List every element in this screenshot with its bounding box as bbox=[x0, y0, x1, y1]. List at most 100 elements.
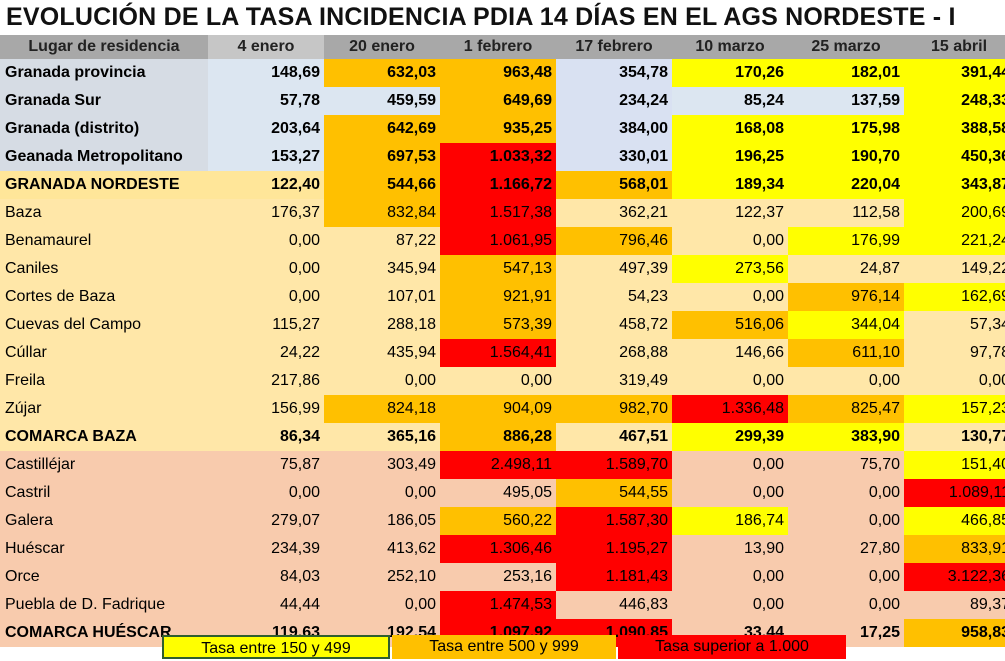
incidence-table: Lugar de residencia 4 enero 20 enero 1 febr… bbox=[0, 35, 1005, 647]
header-date: 4 enero bbox=[208, 35, 324, 59]
place-name: COMARCA HUÉSCAR bbox=[0, 619, 208, 647]
rate-cell: 568,01 bbox=[556, 171, 672, 199]
place-name: Geanada Metropolitano bbox=[0, 143, 208, 171]
rate-cell: 130,77 bbox=[904, 423, 1005, 451]
rate-cell: 27,80 bbox=[788, 535, 904, 563]
rate-cell: 137,59 bbox=[788, 87, 904, 115]
rate-cell: 1.336,48 bbox=[672, 395, 788, 423]
rate-cell: 0,00 bbox=[904, 367, 1005, 395]
rate-cell: 573,39 bbox=[440, 311, 556, 339]
rate-cell: 544,66 bbox=[324, 171, 440, 199]
place-name: Zújar bbox=[0, 395, 208, 423]
legend-item: Tasa superior a 1.000 bbox=[618, 635, 846, 659]
rate-cell: 248,33 bbox=[904, 87, 1005, 115]
rate-cell: 122,37 bbox=[672, 199, 788, 227]
table-row: Castril 0,00 0,00 495,05 544,55 0,00 0,00 1.089… bbox=[0, 479, 1005, 507]
rate-cell: 413,62 bbox=[324, 535, 440, 563]
rate-cell: 176,99 bbox=[788, 227, 904, 255]
rate-cell: 459,59 bbox=[324, 87, 440, 115]
rate-cell: 0,00 bbox=[672, 563, 788, 591]
rate-cell: 0,00 bbox=[672, 283, 788, 311]
rate-cell: 796,46 bbox=[556, 227, 672, 255]
rate-cell: 1.517,38 bbox=[440, 199, 556, 227]
rate-cell: 825,47 bbox=[788, 395, 904, 423]
rate-cell: 0,00 bbox=[788, 367, 904, 395]
rate-cell: 544,55 bbox=[556, 479, 672, 507]
rate-cell: 170,26 bbox=[672, 59, 788, 87]
rate-cell: 904,09 bbox=[440, 395, 556, 423]
rate-cell: 446,83 bbox=[556, 591, 672, 619]
rate-cell: 450,36 bbox=[904, 143, 1005, 171]
place-name: Puebla de D. Fadrique bbox=[0, 591, 208, 619]
rate-cell: 1.061,95 bbox=[440, 227, 556, 255]
rate-cell: 279,07 bbox=[208, 507, 324, 535]
rate-cell: 935,25 bbox=[440, 115, 556, 143]
rate-cell: 1.181,43 bbox=[556, 563, 672, 591]
rate-cell: 0,00 bbox=[208, 479, 324, 507]
rate-cell: 200,69 bbox=[904, 199, 1005, 227]
rate-cell: 345,94 bbox=[324, 255, 440, 283]
rate-cell: 1.089,11 bbox=[904, 479, 1005, 507]
rate-cell: 886,28 bbox=[440, 423, 556, 451]
table-row: COMARCA BAZA 86,34 365,16 886,28 467,51 299,3… bbox=[0, 423, 1005, 451]
legend: Tasa entre 150 y 499 Tasa entre 500 y 999… bbox=[0, 634, 1005, 661]
rate-cell: 642,69 bbox=[324, 115, 440, 143]
rate-cell: 189,34 bbox=[672, 171, 788, 199]
legend-item: Tasa entre 500 y 999 bbox=[392, 635, 616, 659]
rate-cell: 0,00 bbox=[788, 479, 904, 507]
rate-cell: 87,22 bbox=[324, 227, 440, 255]
rate-cell: 86,34 bbox=[208, 423, 324, 451]
rate-cell: 157,23 bbox=[904, 395, 1005, 423]
table-row: Baza 176,37 832,84 1.517,38 362,21 122,37 112,… bbox=[0, 199, 1005, 227]
rate-cell: 1.564,41 bbox=[440, 339, 556, 367]
header-date: 15 abril bbox=[904, 35, 1005, 59]
table-row: Huéscar 234,39 413,62 1.306,46 1.195,27 13,90… bbox=[0, 535, 1005, 563]
place-name: Freila bbox=[0, 367, 208, 395]
table-row: Geanada Metropolitano 153,27 697,53 1.033,3… bbox=[0, 143, 1005, 171]
rate-cell: 343,87 bbox=[904, 171, 1005, 199]
rate-cell: 220,04 bbox=[788, 171, 904, 199]
rate-cell: 122,40 bbox=[208, 171, 324, 199]
place-name: Castilléjar bbox=[0, 451, 208, 479]
place-name: Castril bbox=[0, 479, 208, 507]
rate-cell: 632,03 bbox=[324, 59, 440, 87]
rate-cell: 365,16 bbox=[324, 423, 440, 451]
place-name: GRANADA NORDESTE bbox=[0, 171, 208, 199]
rate-cell: 697,53 bbox=[324, 143, 440, 171]
place-name: Huéscar bbox=[0, 535, 208, 563]
place-name: Cúllar bbox=[0, 339, 208, 367]
rate-cell: 268,88 bbox=[556, 339, 672, 367]
rate-cell: 0,00 bbox=[672, 591, 788, 619]
rate-cell: 1.306,46 bbox=[440, 535, 556, 563]
rate-cell: 252,10 bbox=[324, 563, 440, 591]
place-name: Benamaurel bbox=[0, 227, 208, 255]
rate-cell: 2.498,11 bbox=[440, 451, 556, 479]
rate-cell: 466,85 bbox=[904, 507, 1005, 535]
rate-cell: 435,94 bbox=[324, 339, 440, 367]
rate-cell: 176,37 bbox=[208, 199, 324, 227]
rate-cell: 497,39 bbox=[556, 255, 672, 283]
rate-cell: 299,39 bbox=[672, 423, 788, 451]
rate-cell: 288,18 bbox=[324, 311, 440, 339]
rate-cell: 1.195,27 bbox=[556, 535, 672, 563]
rate-cell: 0,00 bbox=[324, 479, 440, 507]
rate-cell: 0,00 bbox=[440, 367, 556, 395]
rate-cell: 0,00 bbox=[672, 227, 788, 255]
rate-cell: 0,00 bbox=[208, 283, 324, 311]
rate-cell: 1.033,32 bbox=[440, 143, 556, 171]
rate-cell: 75,87 bbox=[208, 451, 324, 479]
table-row: Orce 84,03 252,10 253,16 1.181,43 0,00 0,00 3.1… bbox=[0, 563, 1005, 591]
place-name: Granada Sur bbox=[0, 87, 208, 115]
rate-cell: 153,27 bbox=[208, 143, 324, 171]
rate-cell: 151,40 bbox=[904, 451, 1005, 479]
rate-cell: 196,25 bbox=[672, 143, 788, 171]
rate-cell: 44,44 bbox=[208, 591, 324, 619]
header-date: 25 marzo bbox=[788, 35, 904, 59]
table-row: Granada provincia 148,69 632,03 963,48 354,7… bbox=[0, 59, 1005, 87]
rate-cell: 833,91 bbox=[904, 535, 1005, 563]
table-row: Cortes de Baza 0,00 107,01 921,91 54,23 0,00 9… bbox=[0, 283, 1005, 311]
rate-cell: 495,05 bbox=[440, 479, 556, 507]
place-name: Granada (distrito) bbox=[0, 115, 208, 143]
rate-cell: 303,49 bbox=[324, 451, 440, 479]
rate-cell: 384,00 bbox=[556, 115, 672, 143]
